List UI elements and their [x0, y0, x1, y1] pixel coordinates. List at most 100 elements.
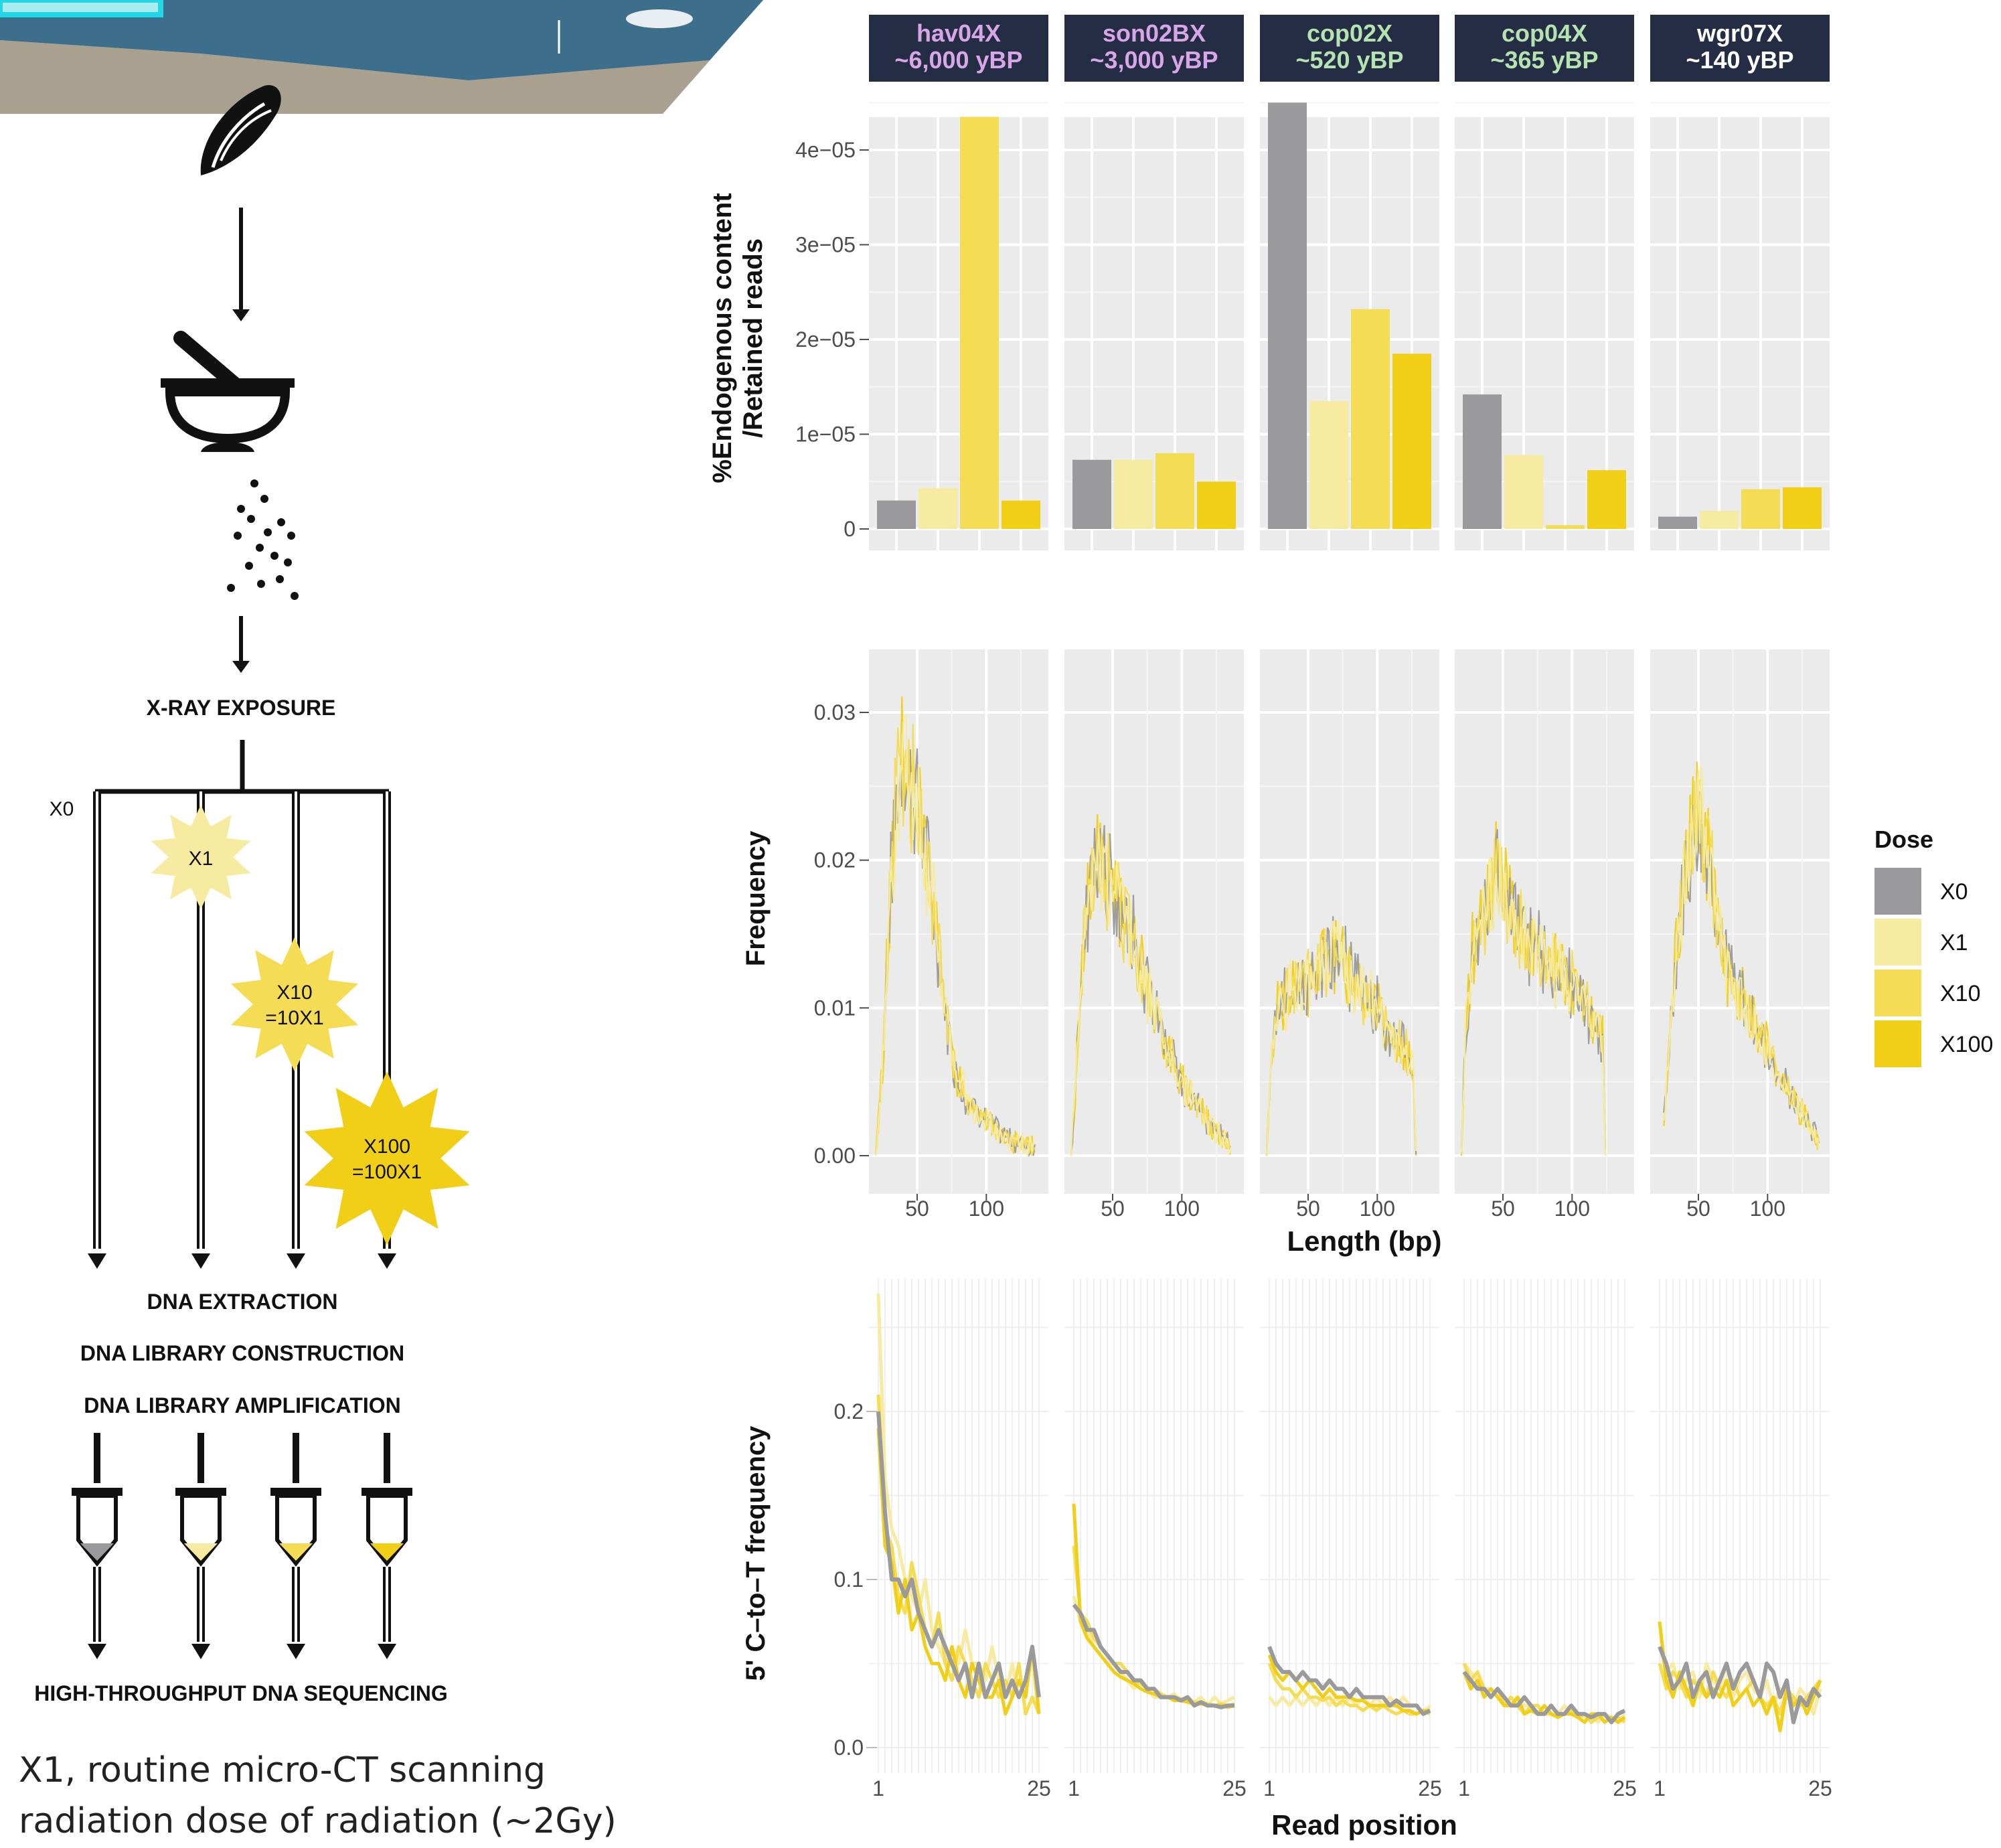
bar-cop02X-X10: [1351, 309, 1390, 529]
bar-hav04X-X0: [877, 500, 916, 529]
bar-cop02X-X100: [1392, 354, 1431, 529]
dose-label-X1: X1: [189, 848, 214, 870]
bar-hav04X-X10: [960, 117, 999, 530]
dose-label-X10: X10: [276, 982, 312, 1004]
x-tick-label: 100: [1554, 1197, 1590, 1221]
ct-line-X0: [1267, 1646, 1431, 1716]
panel-background: [869, 117, 1048, 550]
bar-cop02X-X1: [1309, 400, 1348, 529]
length-facet-4: 50 100: [1455, 649, 1634, 1221]
y-tick-label: 0.01: [814, 996, 856, 1020]
x-tick-label: 100: [1164, 1197, 1200, 1221]
bar-facet-cop02X: cop02X~520 yBP: [1260, 15, 1439, 550]
y-axis-title: Frequency: [741, 830, 771, 966]
legend-label-X100: X100: [1940, 1032, 1993, 1057]
ct-facet-2: 1 25: [1064, 1279, 1247, 1800]
x-tick-label: 25: [1027, 1776, 1051, 1800]
length-distribution-chart: 50 100 50 100 50 100 50 100 50 100 0.00 0.01 0.02 0.0…: [741, 649, 1830, 1257]
step-xray-label: X-RAY EXPOSURE: [147, 696, 336, 720]
legend-swatch-X0: [1874, 868, 1921, 915]
powder-dot: [287, 532, 295, 540]
caption-line-1: X1, routine micro-CT scanning: [19, 1750, 546, 1790]
length-facet-3: 50 100: [1260, 649, 1439, 1221]
x-tick-label: 100: [1360, 1197, 1395, 1221]
facet-strip: [1455, 15, 1634, 82]
facet-age-label: ~520 yBP: [1295, 46, 1403, 74]
water-area: [0, 0, 763, 80]
bar-cop02X-X0: [1268, 102, 1307, 529]
bar-cop04X-X0: [1463, 394, 1502, 529]
ct-facet-3: 1 25: [1260, 1279, 1442, 1800]
x-tick-label: 50: [1296, 1197, 1320, 1221]
x-tick-label: 100: [1750, 1197, 1785, 1221]
ct-line-X0: [1462, 1671, 1626, 1725]
bar-wgr07X-X100: [1783, 487, 1822, 529]
photo-inset-frame: [0, 0, 163, 17]
panel-background: [1260, 649, 1439, 1194]
branch-arrowhead-X100: [378, 1253, 396, 1269]
powder-dot: [256, 544, 264, 552]
facet-age-label: ~6,000 yBP: [894, 46, 1022, 74]
length-line-X1: [1265, 920, 1417, 1154]
boat-icon: [626, 9, 693, 28]
powder-dot: [276, 575, 284, 583]
x-tick-label: 50: [905, 1197, 929, 1221]
ct-facet-4: 1 25: [1455, 1279, 1637, 1800]
x-axis-title: Length (bp): [1287, 1225, 1442, 1257]
mortar-foot: [201, 442, 254, 452]
x-tick-label: 100: [969, 1197, 1004, 1221]
bar-son02BX-X10: [1155, 453, 1194, 529]
powder-dot: [257, 580, 265, 588]
ct-line-X0: [1072, 1603, 1234, 1709]
facet-age-label: ~140 yBP: [1686, 46, 1793, 74]
powder-dot: [270, 552, 278, 560]
legend-label-X0: X0: [1940, 879, 1968, 905]
starburst-X10: [230, 937, 359, 1071]
ct-facet-5: 1 25: [1650, 1279, 1832, 1800]
branch-arrowhead-X0: [88, 1253, 106, 1269]
length-facet-2: 50 100: [1064, 649, 1244, 1221]
powder-dot: [237, 505, 245, 513]
workflow-diagram: X-RAY EXPOSURE X0 X1 X10 =10X1 X100 =100X1 DNA …: [0, 0, 763, 1705]
ct-line-X0: [1658, 1646, 1822, 1725]
arrow-2-head: [232, 661, 250, 673]
powder-dot: [227, 584, 235, 592]
mussel-line: [220, 109, 272, 161]
powder-icon: [227, 479, 299, 600]
x-tick-label: 50: [1491, 1197, 1515, 1221]
powder-dot: [277, 518, 285, 526]
bar-son02BX-X1: [1114, 459, 1153, 529]
y-axis-title: %Endogenous content/Retained reads: [708, 193, 768, 483]
tube-arrowhead-X0: [88, 1644, 106, 1659]
bar-hav04X-X100: [1002, 500, 1040, 529]
y-axis-title-line: /Retained reads: [738, 238, 768, 438]
y-tick-label: 0.02: [814, 848, 856, 872]
powder-dot: [284, 558, 292, 566]
facet-age-label: ~365 yBP: [1490, 46, 1598, 74]
powder-dot: [264, 528, 272, 536]
panel-background: [1650, 117, 1830, 550]
x-tick-label: 25: [1222, 1776, 1247, 1800]
dose-label-X0: X0: [50, 798, 74, 820]
bar-cop04X-X1: [1504, 455, 1543, 529]
mortar-rim: [161, 378, 295, 388]
length-facet-1: 50 100: [869, 649, 1048, 1221]
panel-background: [1064, 649, 1244, 1194]
starburst-X100: [304, 1071, 470, 1245]
bar-cop04X-X100: [1587, 470, 1626, 529]
facet-name-label: cop02X: [1307, 19, 1392, 47]
x-tick-label: 25: [1418, 1776, 1442, 1800]
dose-legend: Dose X0 X1 X10 X100: [1874, 826, 1993, 1067]
x-tick-label: 50: [1686, 1197, 1710, 1221]
powder-dot: [247, 515, 255, 523]
y-tick-label: 2e−05: [795, 327, 856, 352]
legend-label-X10: X10: [1940, 981, 1981, 1006]
step-library-label: DNA LIBRARY CONSTRUCTION: [80, 1341, 404, 1365]
dose-sub-X10: =10X1: [265, 1007, 324, 1029]
bar-son02BX-X0: [1072, 459, 1111, 529]
y-axis-title: 5' C–to–T frequency: [741, 1426, 771, 1681]
ct-facet-1: 1 25: [869, 1279, 1051, 1800]
bar-cop04X-X10: [1546, 525, 1585, 529]
